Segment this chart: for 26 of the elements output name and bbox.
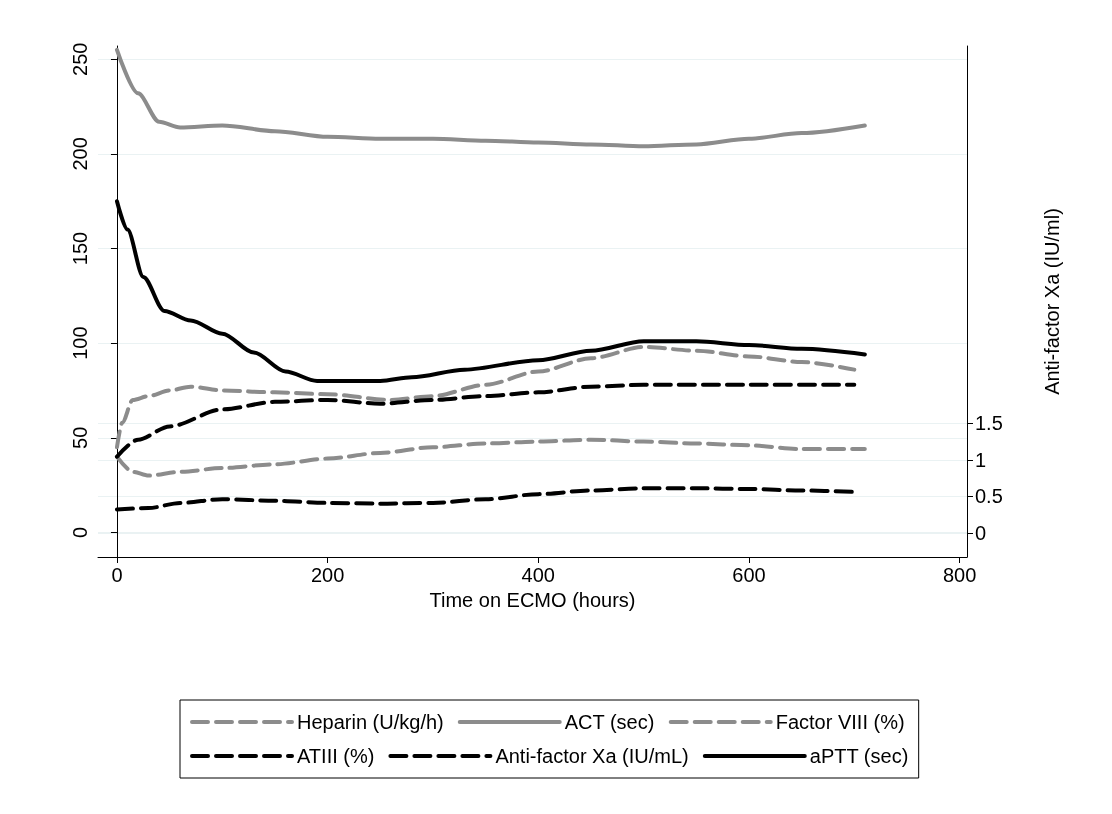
y-tick-label: 150 <box>69 231 91 266</box>
y-tick-label: 250 <box>69 42 91 76</box>
y2-tick-label: 1 <box>975 448 987 471</box>
y-tick-label: 200 <box>69 137 91 171</box>
x-tick-label: 400 <box>521 564 555 586</box>
legend-label: ACT (sec) <box>564 711 655 733</box>
x-tick-label: 200 <box>310 564 345 586</box>
y2-axis-title: Anti-factor Xa (IU/ml) <box>1041 208 1063 395</box>
y-tick-label: 0 <box>69 526 91 538</box>
x-tick-label: 600 <box>732 564 766 586</box>
line-series <box>114 47 867 149</box>
x-axis-title: Time on ECMO (hours) <box>429 588 636 611</box>
legend-label: aPTT (sec) <box>809 745 909 767</box>
y2-tick-label: 1.5 <box>975 412 1003 435</box>
y2-tick-label: 0.5 <box>975 485 1003 508</box>
y-tick-label: 50 <box>69 426 91 449</box>
y2-tick-label: 0 <box>975 521 987 544</box>
x-tick-label: 0 <box>111 564 123 586</box>
legend-label: Anti-factor Xa (IU/mL) <box>495 745 689 767</box>
y-tick-label: 100 <box>69 326 91 360</box>
x-tick-label: 800 <box>942 564 977 586</box>
legend-label: ATIII (%) <box>297 745 375 767</box>
line-series <box>114 344 857 450</box>
legend-label: Heparin (U/kg/h) <box>297 711 444 733</box>
line-series <box>114 437 867 478</box>
legend-label: Factor VIII (%) <box>775 711 905 733</box>
